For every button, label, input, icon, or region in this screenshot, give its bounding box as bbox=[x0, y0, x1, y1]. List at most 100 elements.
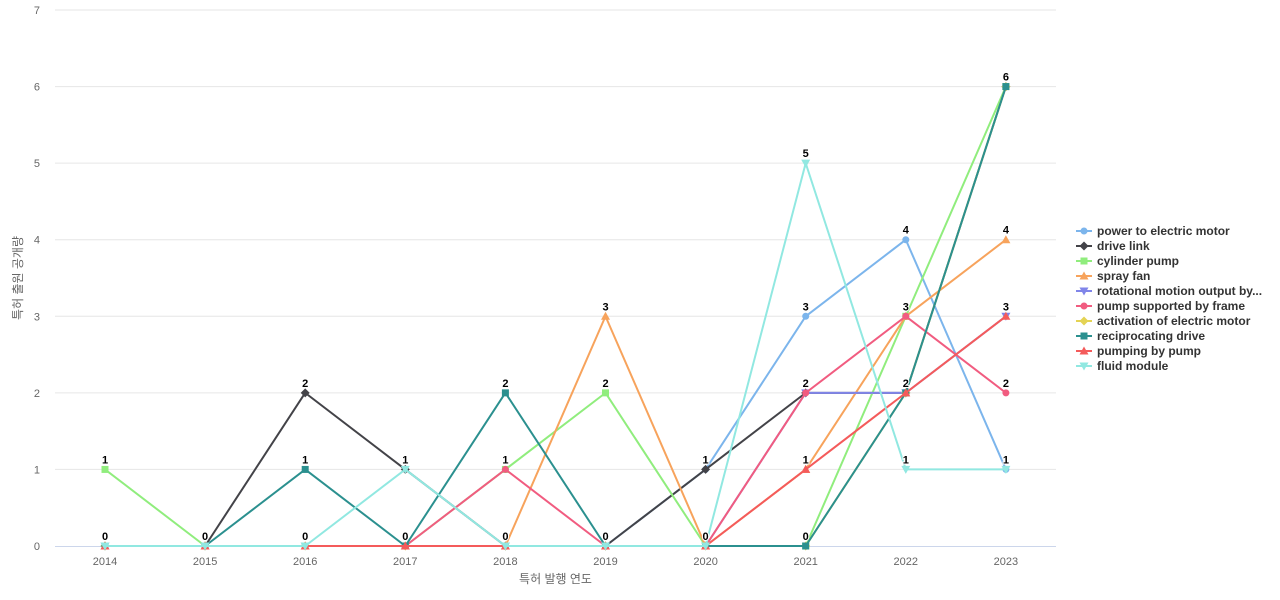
legend-label: cylinder pump bbox=[1097, 254, 1179, 268]
legend-marker bbox=[1079, 316, 1089, 326]
data-point bbox=[802, 542, 810, 550]
data-point bbox=[1001, 311, 1011, 320]
data-label: 6 bbox=[1003, 72, 1009, 84]
legend-item[interactable]: pumping by pump bbox=[1076, 344, 1201, 358]
data-label: 0 bbox=[302, 531, 308, 543]
legend-marker bbox=[1080, 227, 1088, 235]
legend-item[interactable]: fluid module bbox=[1076, 359, 1169, 373]
data-label: 2 bbox=[602, 378, 608, 390]
data-label: 4 bbox=[1003, 225, 1010, 237]
legend-marker bbox=[1079, 362, 1089, 371]
data-point bbox=[200, 542, 210, 551]
legend-marker bbox=[1079, 271, 1089, 280]
legend-marker bbox=[1080, 302, 1088, 310]
y-tick-label: 1 bbox=[34, 464, 40, 476]
legend-label: fluid module bbox=[1097, 359, 1169, 373]
data-label: 0 bbox=[102, 531, 108, 543]
data-point bbox=[501, 465, 509, 473]
data-point bbox=[802, 312, 810, 320]
data-point bbox=[301, 465, 309, 473]
legend-item[interactable]: pump supported by frame bbox=[1076, 299, 1245, 313]
data-point bbox=[101, 465, 109, 473]
data-point bbox=[801, 464, 811, 473]
legend-label: spray fan bbox=[1097, 269, 1150, 283]
data-label: 0 bbox=[803, 531, 809, 543]
data-label: 1 bbox=[502, 454, 508, 466]
legend-item[interactable]: activation of electric motor bbox=[1076, 314, 1251, 328]
data-point bbox=[100, 542, 110, 551]
data-label: 0 bbox=[602, 531, 608, 543]
legend-marker bbox=[1080, 257, 1088, 265]
data-point bbox=[1002, 389, 1010, 397]
data-point bbox=[501, 389, 509, 397]
y-tick-label: 4 bbox=[34, 235, 40, 247]
data-point bbox=[701, 464, 711, 474]
data-point bbox=[902, 312, 910, 320]
data-point bbox=[400, 541, 410, 550]
legend-item[interactable]: spray fan bbox=[1076, 269, 1150, 283]
y-axis-title: 특허 출원 공개량 bbox=[11, 236, 25, 320]
x-tick-label: 2017 bbox=[393, 556, 417, 568]
data-point bbox=[602, 389, 609, 397]
data-point bbox=[901, 388, 911, 397]
data-label: 3 bbox=[903, 301, 909, 313]
data-label: 5 bbox=[803, 148, 809, 160]
data-label: 0 bbox=[502, 531, 508, 543]
x-tick-label: 2021 bbox=[793, 556, 817, 568]
data-label: 1 bbox=[803, 454, 809, 466]
x-tick-label: 2019 bbox=[593, 556, 617, 568]
data-label: 2 bbox=[302, 378, 308, 390]
legend-item[interactable]: drive link bbox=[1076, 239, 1150, 253]
data-point bbox=[801, 159, 811, 168]
data-point bbox=[1002, 83, 1010, 91]
data-point bbox=[902, 236, 910, 244]
x-tick-label: 2020 bbox=[693, 556, 717, 568]
data-labels: 3 4 1 2 1 1 2 3 4 1 2 3 2 0 0 1 0 2 0 0 0 2 6 0 0 1 3 1 5 1 bbox=[101, 71, 1011, 544]
y-tick-label: 7 bbox=[34, 5, 40, 17]
x-tick-label: 2022 bbox=[894, 556, 918, 568]
legend-marker bbox=[1079, 346, 1089, 355]
legend-item[interactable]: reciprocating drive bbox=[1076, 329, 1205, 343]
data-point bbox=[901, 465, 911, 474]
legend-label: drive link bbox=[1097, 239, 1150, 253]
data-label: 3 bbox=[803, 301, 809, 313]
legend-item[interactable]: rotational motion output by... bbox=[1076, 284, 1262, 298]
data-label: 2 bbox=[1003, 378, 1009, 390]
series-layer bbox=[100, 82, 1011, 551]
x-tick-label: 2023 bbox=[994, 556, 1018, 568]
data-label: 1 bbox=[703, 454, 709, 466]
data-point bbox=[1001, 465, 1011, 474]
legend-label: power to electric motor bbox=[1097, 224, 1230, 238]
data-point bbox=[601, 542, 610, 551]
data-label: 2 bbox=[903, 378, 909, 390]
data-label: 2 bbox=[502, 378, 508, 390]
legend-marker bbox=[1079, 287, 1089, 296]
data-point bbox=[701, 542, 711, 551]
data-label: 1 bbox=[1003, 454, 1009, 466]
legend-label: pump supported by frame bbox=[1097, 299, 1245, 313]
data-point bbox=[300, 542, 310, 551]
data-point bbox=[1001, 235, 1011, 244]
x-tick-label: 2014 bbox=[93, 556, 117, 568]
series-line bbox=[105, 162, 1006, 547]
data-point bbox=[500, 542, 510, 551]
legend-label: rotational motion output by... bbox=[1097, 284, 1262, 298]
x-tick-label: 2016 bbox=[293, 556, 317, 568]
y-axis-ticks: 0 1 2 3 4 5 6 7 bbox=[34, 5, 40, 553]
data-point bbox=[802, 389, 810, 397]
y-tick-label: 0 bbox=[34, 541, 40, 553]
x-tick-label: 2015 bbox=[193, 556, 217, 568]
legend-item[interactable]: power to electric motor bbox=[1076, 224, 1230, 238]
x-axis-title: 특허 발행 연도 bbox=[519, 571, 592, 586]
legend-label: pumping by pump bbox=[1097, 344, 1201, 358]
x-tick-label: 2018 bbox=[493, 556, 517, 568]
legend-marker bbox=[1079, 241, 1089, 251]
x-axis-ticks: 2014 2015 2016 2017 2018 2019 2020 2021 2022 2023 bbox=[93, 556, 1018, 568]
legend-label: activation of electric motor bbox=[1097, 314, 1251, 328]
legend-item[interactable]: cylinder pump bbox=[1076, 254, 1179, 268]
data-label: 0 bbox=[703, 531, 709, 543]
y-tick-label: 6 bbox=[34, 82, 40, 94]
y-tick-label: 3 bbox=[34, 311, 40, 323]
data-label: 1 bbox=[903, 454, 909, 466]
